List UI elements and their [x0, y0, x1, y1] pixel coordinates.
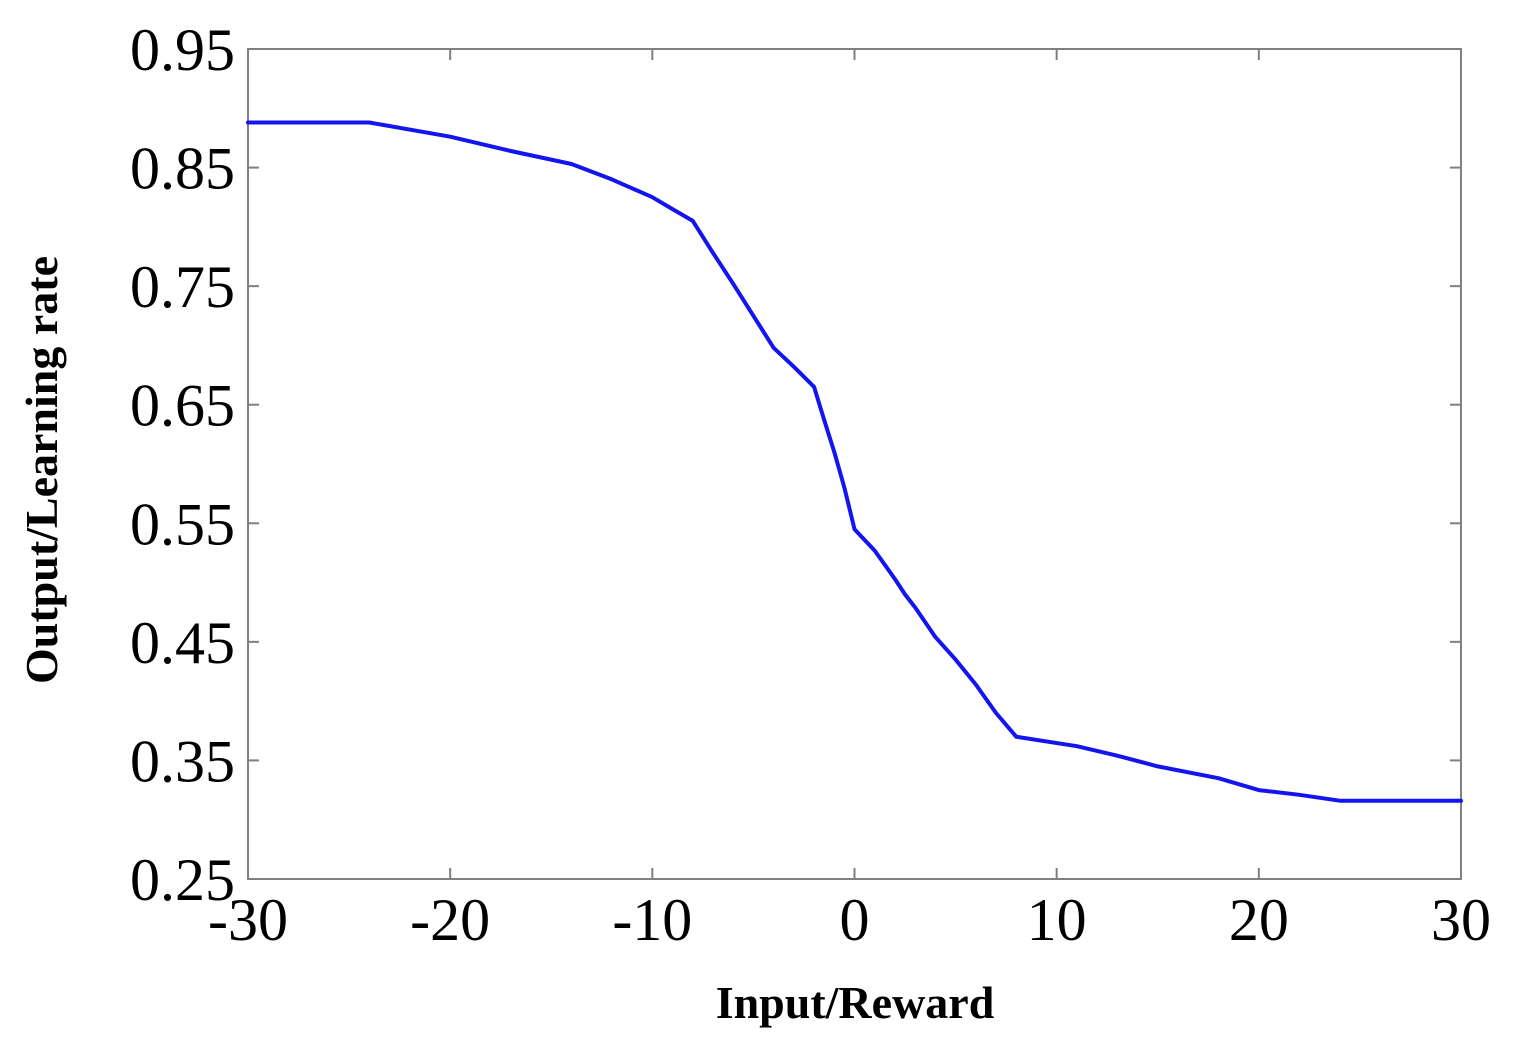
series-line: [246, 120, 1463, 803]
y-tick-label: 0.65: [130, 373, 235, 439]
y-tick-label: 0.55: [130, 491, 235, 557]
x-axis-title: Input/Reward: [716, 977, 995, 1028]
x-tick-label: -10: [612, 887, 692, 953]
y-tick-label: 0.25: [130, 847, 235, 913]
x-tick-label: 20: [1229, 887, 1289, 953]
x-tick-labels: -30 -20 -10 0 10 20 30: [208, 887, 1491, 953]
y-tick-label: 0.75: [130, 254, 235, 320]
y-tick-label: 0.85: [130, 136, 235, 202]
x-tick-label: -20: [410, 887, 490, 953]
y-tick-label: 0.45: [130, 610, 235, 676]
x-tick-label: 10: [1027, 887, 1087, 953]
y-tick-labels: 0.95 0.85 0.75 0.65 0.55 0.45 0.35 0.25: [130, 17, 235, 913]
x-tick-label: 30: [1431, 887, 1491, 953]
y-tick-label: 0.95: [130, 17, 235, 83]
x-tick-label: 0: [840, 887, 870, 953]
plot-frame: [247, 48, 1462, 880]
y-axis-title: Output/Learning rate: [16, 256, 67, 684]
y-tick-label: 0.35: [130, 728, 235, 794]
x-tick-label: -30: [208, 887, 288, 953]
tick-marks: [247, 48, 1462, 880]
